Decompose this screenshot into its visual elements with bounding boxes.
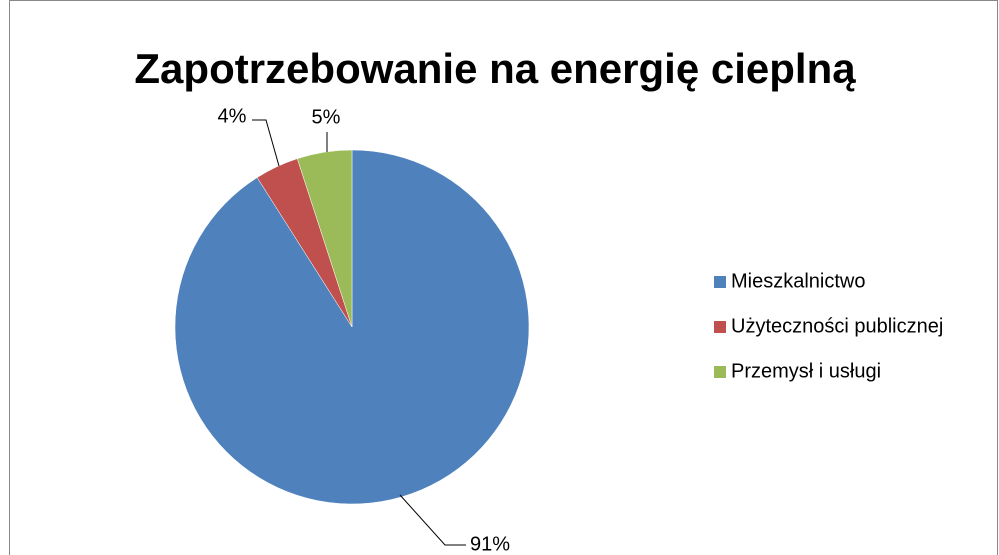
data-label: 91%: [470, 533, 510, 555]
legend-label: Mieszkalnictwo: [731, 270, 865, 292]
legend-label: Użyteczności publicznej: [731, 315, 943, 337]
pie-slice: [296, 149, 353, 328]
data-label: 4%: [218, 105, 247, 127]
data-label: 5%: [312, 106, 341, 128]
legend-swatch: [714, 321, 726, 333]
legend-swatch: [714, 276, 726, 288]
leader-line: [399, 494, 466, 546]
legend-label: Przemysł i usługi: [731, 360, 881, 382]
chart-title: Zapotrzebowanie na energię cieplną: [134, 45, 856, 92]
leader-line: [252, 119, 280, 167]
legend-swatch: [714, 366, 726, 378]
